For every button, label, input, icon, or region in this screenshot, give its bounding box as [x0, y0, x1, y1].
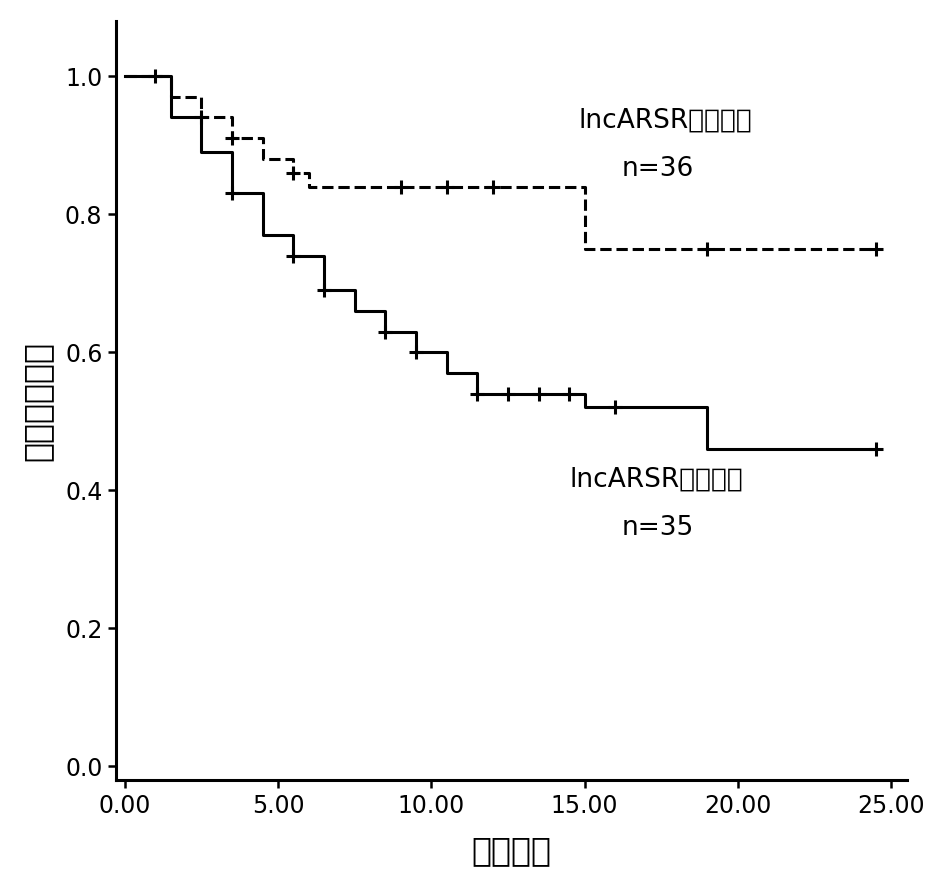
Text: lncARSR高浓度组: lncARSR高浓度组 — [579, 108, 752, 134]
Text: lncARSR低浓度组: lncARSR低浓度组 — [569, 467, 743, 493]
X-axis label: 治疗时间: 治疗时间 — [471, 834, 551, 868]
Text: n=35: n=35 — [621, 515, 694, 542]
Y-axis label: 无进展生存期: 无进展生存期 — [21, 341, 54, 461]
Text: n=36: n=36 — [621, 156, 694, 182]
